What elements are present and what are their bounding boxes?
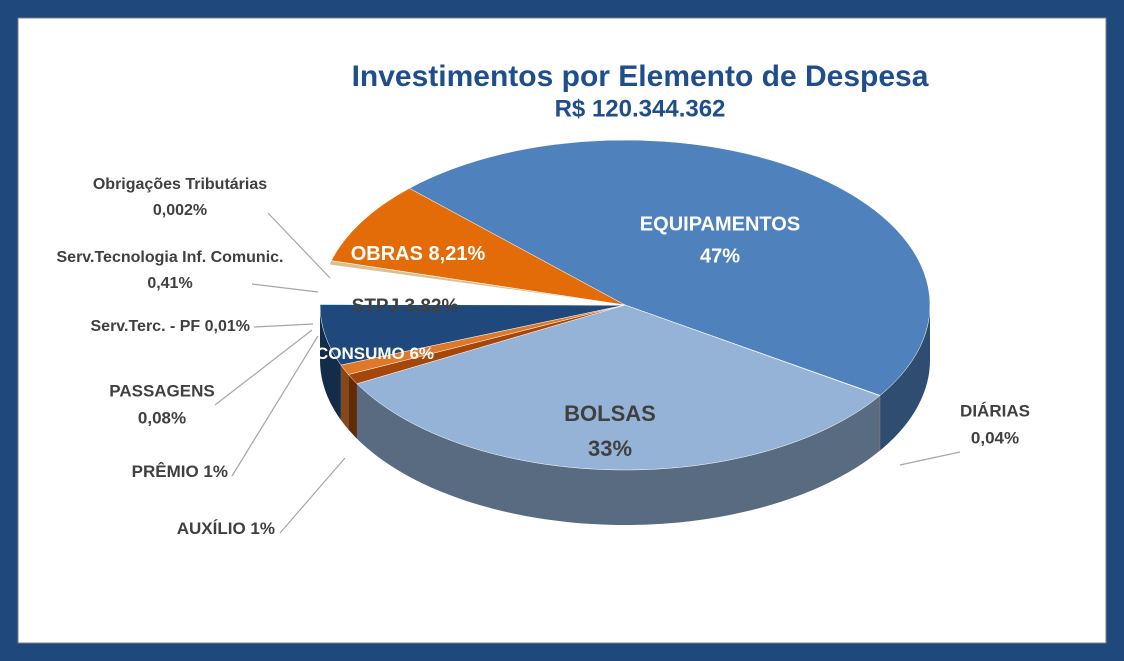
value-label: 1% — [250, 519, 275, 538]
slice — [408, 139, 931, 396]
value-label: 0,002% — [153, 202, 207, 219]
slice-side — [356, 383, 880, 525]
slice-side — [320, 305, 341, 421]
slice-label: Obrigações Tributárias — [93, 176, 267, 193]
slice-label: BOLSAS — [564, 401, 656, 426]
slice-side — [348, 374, 357, 439]
slice-side — [340, 365, 349, 430]
value-label: 0,01% — [205, 318, 250, 335]
value-label: 3,82% — [404, 296, 458, 317]
leader-line — [279, 457, 346, 534]
slice-side — [880, 305, 931, 451]
slice-label-group: STPJ 3,82% — [352, 296, 459, 317]
slice-label: Serv.Tecnologia Inf. Comunic. — [57, 249, 284, 266]
chart-title: Investimentos por Elemento de Despesa — [352, 60, 929, 93]
value-label: 0,04% — [971, 429, 1019, 448]
slice-label: Serv.Terc. - PF — [91, 318, 201, 335]
leader-line — [251, 283, 319, 293]
slice-label: EQUIPAMENTOS — [640, 213, 800, 235]
slice-label-group: OBRAS 8,21% — [351, 243, 486, 265]
value-label: 47% — [700, 245, 740, 267]
slice-label: DIÁRIAS — [960, 401, 1030, 420]
slice-label: PASSAGENS — [109, 381, 215, 400]
slice — [330, 188, 626, 306]
slice — [356, 304, 881, 471]
chart-subtitle: R$ 120.344.362 — [555, 95, 726, 122]
value-label: 0,08% — [138, 409, 186, 428]
slice-label-group: Serv.Terc. - PF 0,01% — [91, 318, 251, 335]
slice-label: PRÊMIO — [132, 462, 199, 481]
value-label: 33% — [588, 436, 632, 461]
value-label: 0,41% — [147, 275, 192, 292]
value-label: 1% — [203, 462, 228, 481]
slice-label: STPJ — [352, 296, 400, 317]
leader-line — [214, 329, 313, 406]
value-label: 8,21% — [429, 243, 486, 265]
leader-line — [231, 335, 319, 477]
leader-line — [253, 323, 314, 328]
leader-line — [899, 451, 961, 466]
slice-label: CONSUMO — [316, 344, 405, 363]
slice-label: OBRAS — [351, 243, 423, 265]
slice-label: AUXÍLIO — [177, 519, 246, 538]
slice-label-group: CONSUMO 6% — [316, 344, 434, 363]
value-label: 6% — [409, 344, 434, 363]
slice-label-group: PRÊMIO 1% — [132, 462, 228, 481]
leader-line — [267, 212, 331, 279]
slice-label-group: AUXÍLIO 1% — [177, 519, 275, 538]
